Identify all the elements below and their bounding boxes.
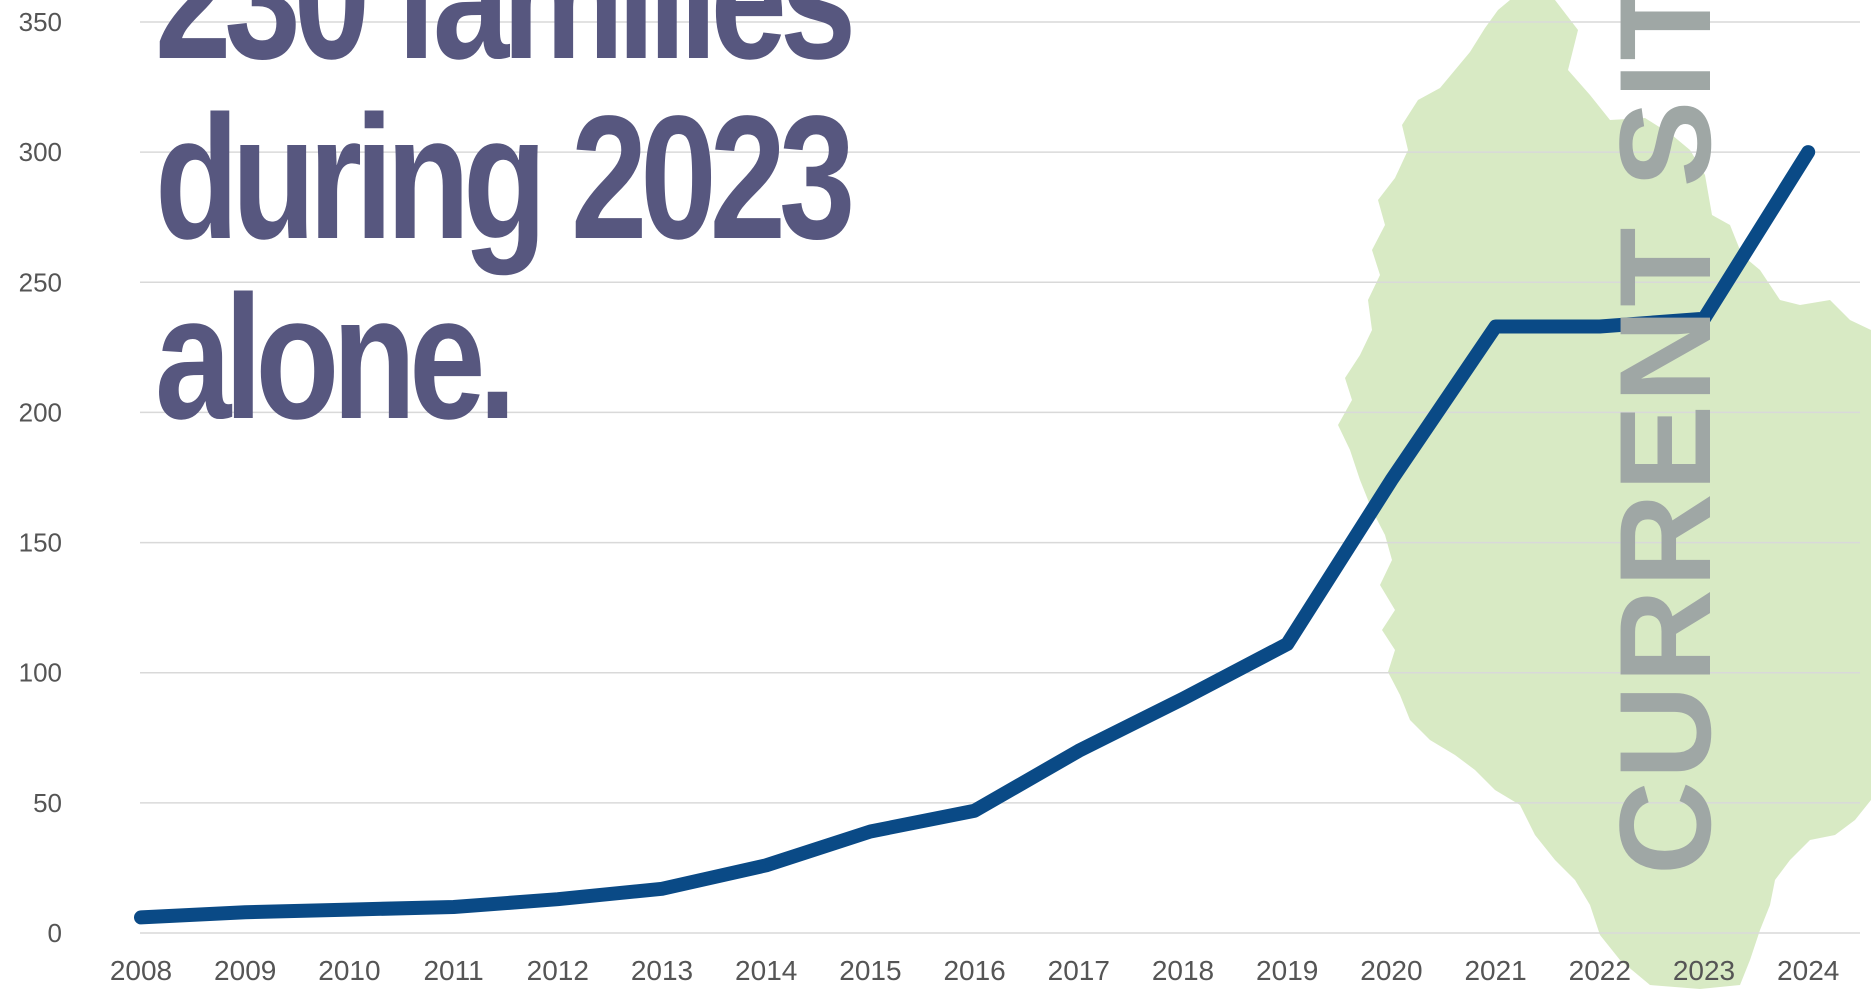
x-tick-label: 2013 [631,955,693,986]
y-axis-tick-labels: 0 50 100 150 200 250 300 350 [19,7,62,948]
data-point [1182,697,1184,700]
x-tick-label: 2009 [214,955,276,986]
albania-map-silhouette [1338,0,1871,989]
x-axis-tick-labels: 2008 2009 2010 2011 2012 2013 2014 2015 2016 2017… [110,955,1839,986]
x-tick-label: 2024 [1777,955,1839,986]
x-tick-label: 2020 [1360,955,1422,986]
x-tick-label: 2023 [1673,955,1735,986]
data-point [661,887,663,890]
x-tick-label: 2012 [527,955,589,986]
data-point [1703,317,1705,320]
y-tick-label: 350 [19,7,62,37]
y-tick-label: 150 [19,528,62,558]
x-tick-label: 2015 [839,955,901,986]
data-point [765,864,768,867]
data-point [1286,643,1289,646]
x-tick-label: 2021 [1464,955,1526,986]
data-point [1494,325,1497,328]
headline-line-2: during 2023 [155,80,855,276]
y-tick-label: 200 [19,397,62,427]
x-tick-label: 2010 [318,955,380,986]
x-tick-label: 2018 [1152,955,1214,986]
headline-line-3: alone. [155,260,517,456]
x-tick-label: 2022 [1569,955,1631,986]
x-tick-label: 2017 [1048,955,1110,986]
data-point [348,908,351,911]
headline: 230 families during 2023 alone. [155,0,856,456]
data-point [869,830,872,833]
x-tick-label: 2014 [735,955,797,986]
data-point [973,809,976,812]
x-tick-label: 2016 [943,955,1005,986]
current-situation-label: CURRENT SITUA [1592,0,1738,875]
x-tick-label: 2019 [1256,955,1318,986]
data-point [452,905,455,908]
data-point [140,916,142,919]
x-tick-label: 2008 [110,955,172,986]
data-point [244,911,247,914]
data-point [556,898,559,901]
map-shape [1338,0,1871,989]
y-tick-label: 250 [19,267,62,297]
data-point [1807,151,1810,154]
y-tick-label: 100 [19,658,62,688]
data-point [1390,479,1393,482]
x-tick-label: 2011 [423,955,483,986]
y-tick-label: 300 [19,137,62,167]
headline-line-1: 230 families [155,0,856,88]
data-point [1598,325,1601,328]
chart-series [134,145,1816,925]
data-point [1077,749,1080,752]
y-tick-label: 0 [48,918,62,948]
y-tick-label: 50 [33,788,62,818]
